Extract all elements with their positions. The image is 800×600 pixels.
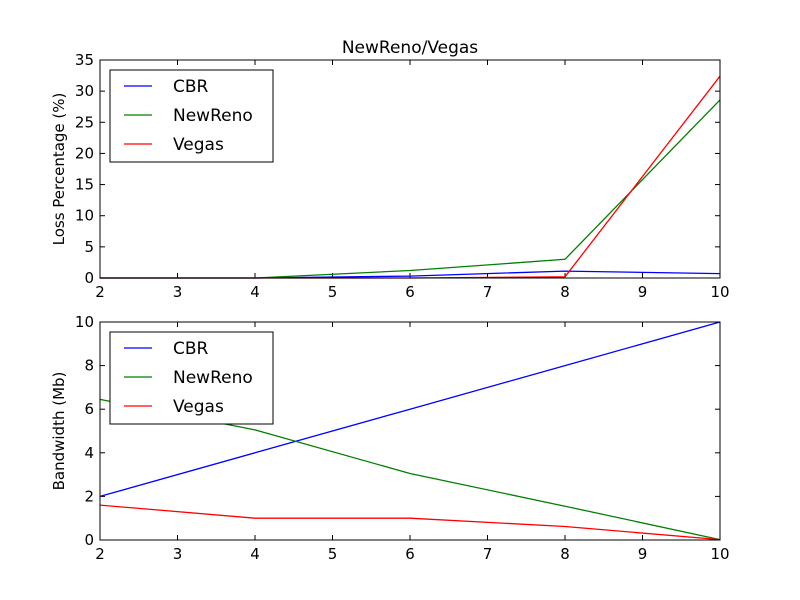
x-tick-label: 6 xyxy=(405,283,415,301)
x-tick-label: 3 xyxy=(173,545,183,563)
x-tick-label: 7 xyxy=(483,545,493,563)
series-line-vegas xyxy=(99,504,721,541)
y-tick-label: 2 xyxy=(84,487,94,505)
legend: CBR NewReno Vegas xyxy=(109,69,274,163)
x-tick-label: 5 xyxy=(328,283,338,301)
x-tick-label: 4 xyxy=(250,545,260,563)
y-tick-label: 6 xyxy=(84,400,94,418)
x-tick-label: 2 xyxy=(95,545,105,563)
chart-title: NewReno/Vegas xyxy=(342,38,478,58)
plot-frame xyxy=(99,59,721,279)
y-tick-label: 0 xyxy=(84,531,94,549)
y-tick-label: 4 xyxy=(84,444,94,462)
x-tick-label: 2 xyxy=(95,283,105,301)
series-line-cbr xyxy=(99,321,721,498)
loss-chart: NewReno/Vegas Loss Percentage (%) 2 3 4 5 6 7… xyxy=(50,38,730,301)
y-axis-label: Bandwidth (Mb) xyxy=(50,372,68,491)
legend-label-vegas: Vegas xyxy=(173,397,224,417)
y-tick-label: 5 xyxy=(84,238,94,256)
x-tick-label: 9 xyxy=(638,545,648,563)
y-tick-label: 30 xyxy=(75,82,94,100)
x-tick-label: 8 xyxy=(560,283,570,301)
x-tick-label: 4 xyxy=(250,283,260,301)
x-tick-label: 6 xyxy=(405,545,415,563)
x-tick-label: 10 xyxy=(710,545,729,563)
legend-label-newreno: NewReno xyxy=(173,368,253,388)
y-tick-label: 0 xyxy=(84,269,94,287)
y-tick-label: 10 xyxy=(75,313,94,331)
y-tick-label: 20 xyxy=(75,144,94,162)
legend-box xyxy=(109,69,274,163)
legend-label-cbr: CBR xyxy=(173,77,209,97)
y-tick-label: 35 xyxy=(75,51,94,69)
legend: CBR NewReno Vegas xyxy=(109,331,274,425)
x-tick-label: 9 xyxy=(638,283,648,301)
legend-label-vegas: Vegas xyxy=(173,135,224,155)
y-tick-label: 10 xyxy=(75,207,94,225)
legend-label-newreno: NewReno xyxy=(173,106,253,126)
y-axis-label: Loss Percentage (%) xyxy=(50,93,68,246)
legend-label-cbr: CBR xyxy=(173,339,209,359)
y-tick-label: 15 xyxy=(75,176,94,194)
x-tick-label: 3 xyxy=(173,283,183,301)
x-tick-label: 7 xyxy=(483,283,493,301)
y-tick-label: 25 xyxy=(75,113,94,131)
plot-frame xyxy=(99,321,721,541)
x-tick-label: 10 xyxy=(710,283,729,301)
x-tick-label: 8 xyxy=(560,545,570,563)
legend-box xyxy=(109,331,274,425)
y-tick-label: 8 xyxy=(84,357,94,375)
x-tick-label: 5 xyxy=(328,545,338,563)
